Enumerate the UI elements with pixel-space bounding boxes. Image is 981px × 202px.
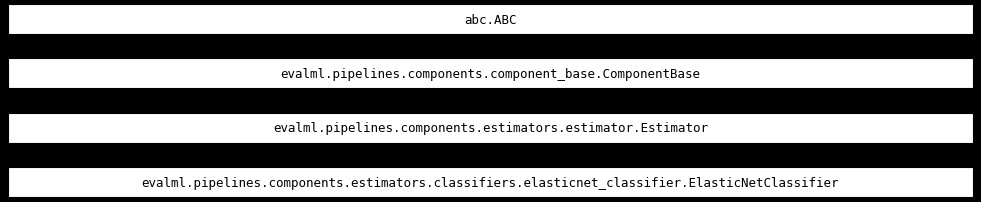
Bar [8, 59, 973, 89]
Bar [8, 113, 973, 143]
Bar [8, 167, 973, 197]
Text: abc.ABC: abc.ABC [464, 14, 517, 26]
Text: evalml.pipelines.components.component_base.ComponentBase: evalml.pipelines.components.component_ba… [281, 67, 700, 80]
Text: evalml.pipelines.components.estimators.classifiers.elasticnet_classifier.Elastic: evalml.pipelines.components.estimators.c… [141, 176, 840, 188]
Text: evalml.pipelines.components.estimators.estimator.Estimator: evalml.pipelines.components.estimators.e… [273, 122, 708, 135]
Bar [8, 5, 973, 35]
